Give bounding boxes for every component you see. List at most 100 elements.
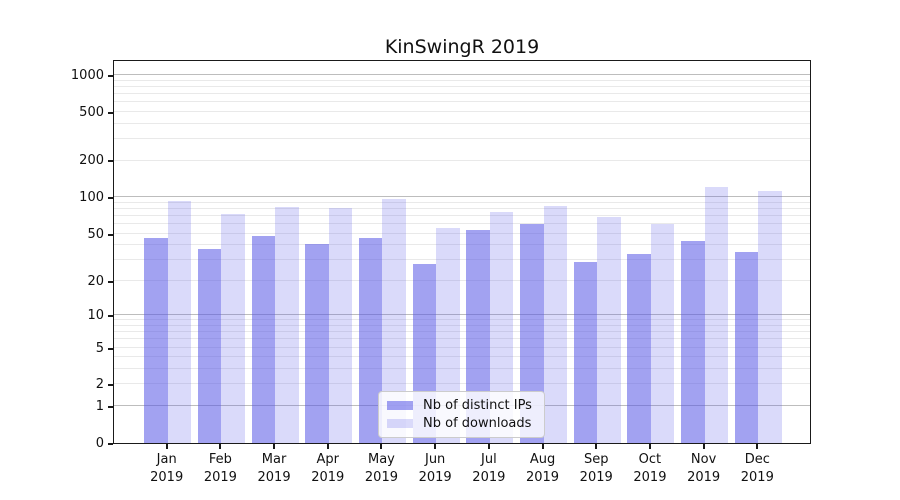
y-tick-label: 0: [95, 436, 104, 451]
y-tick-mark: [108, 443, 113, 445]
chart-title: KinSwingR 2019: [384, 36, 540, 58]
gridline-minor: [114, 338, 810, 340]
y-tick-label: 5: [95, 340, 104, 356]
bar-downloads: [275, 206, 299, 443]
y-tick-label: 10: [87, 308, 104, 324]
y-tick-mark: [108, 384, 113, 387]
y-tick-mark: [108, 315, 113, 318]
y-tick-mark: [108, 406, 113, 409]
gridline-minor: [114, 92, 810, 94]
bar-distinct-ips: [358, 237, 383, 443]
plot-area: [113, 60, 811, 444]
bar-downloads: [543, 205, 568, 443]
gridline-minor: [114, 259, 810, 261]
bar-downloads: [489, 211, 514, 443]
bar-downloads: [328, 207, 353, 443]
x-tick-label: Oct 2019: [633, 452, 667, 485]
x-tick-label: Mar 2019: [257, 452, 291, 485]
gridline-minor: [114, 368, 810, 370]
bar-downloads: [382, 199, 406, 443]
bar-downloads: [221, 213, 245, 443]
y-tick-label: 100: [79, 190, 104, 206]
y-tick-mark: [108, 74, 113, 77]
gridline-major: [114, 314, 810, 316]
x-tick-label: Sep 2019: [579, 452, 613, 485]
x-tick-label: Dec 2019: [740, 452, 774, 485]
x-tick-label: Jul 2019: [472, 452, 506, 485]
legend-swatch-downloads: [387, 419, 413, 429]
gridline-minor: [114, 356, 810, 358]
bar-distinct-ips: [681, 241, 705, 443]
x-tick-label: Jan 2019: [150, 452, 184, 485]
y-tick-mark: [108, 233, 113, 236]
gridline-minor: [114, 346, 810, 348]
x-tick-mark: [541, 444, 544, 449]
y-tick-label: 2: [95, 377, 104, 393]
y-tick-label: 50: [87, 226, 104, 242]
gridline-minor: [114, 159, 810, 161]
bar-distinct-ips: [466, 229, 490, 443]
legend-item-downloads: Nb of downloads: [387, 416, 536, 431]
legend-item-distinct-ips: Nb of distinct IPs: [387, 398, 536, 413]
bar-distinct-ips: [251, 235, 276, 443]
gridline-minor: [114, 85, 810, 87]
gridline-minor: [114, 122, 810, 124]
gridline-minor: [114, 101, 810, 103]
gridline-major: [114, 73, 810, 75]
y-tick-mark: [108, 280, 113, 283]
x-tick-mark: [487, 444, 490, 449]
y-tick-label: 500: [79, 104, 104, 120]
x-tick-mark: [380, 444, 383, 449]
legend-swatch-distinct-ips: [387, 400, 413, 410]
x-tick-label: Nov 2019: [687, 452, 721, 485]
x-tick-mark: [219, 444, 222, 449]
gridline-minor: [114, 324, 810, 326]
gridline-minor: [114, 244, 810, 246]
y-tick-label: 1000: [70, 67, 104, 83]
x-tick-mark: [756, 444, 759, 449]
y-tick-label: 200: [79, 153, 104, 169]
gridline-minor: [114, 79, 810, 81]
gridline-minor: [114, 207, 810, 209]
x-tick-label: Aug 2019: [525, 452, 560, 485]
gridline-minor: [114, 201, 810, 203]
gridline-minor: [114, 232, 810, 234]
y-tick-mark: [108, 197, 113, 200]
gridline-minor: [114, 319, 810, 321]
gridline-minor: [114, 279, 810, 281]
bar-distinct-ips: [520, 224, 544, 443]
bar-distinct-ips: [627, 253, 651, 443]
x-tick-label: Jun 2019: [418, 452, 452, 485]
x-tick-mark: [326, 444, 329, 449]
gridline-major: [114, 196, 810, 198]
bar-downloads: [650, 224, 675, 443]
gridline-minor: [114, 214, 810, 216]
y-tick-label: 1: [95, 399, 104, 415]
bar-distinct-ips: [305, 243, 329, 443]
y-tick-label: 20: [87, 273, 104, 289]
gridline-minor: [114, 223, 810, 225]
legend-label-downloads: Nb of downloads: [423, 416, 532, 432]
bar-downloads: [758, 191, 782, 443]
gridline-minor: [114, 331, 810, 333]
x-tick-label: May 2019: [364, 452, 398, 485]
x-tick-label: Apr 2019: [311, 452, 345, 485]
x-tick-mark: [648, 444, 651, 449]
x-tick-mark: [165, 444, 168, 449]
bar-downloads: [167, 200, 192, 443]
x-tick-mark: [595, 444, 598, 449]
x-tick-label: Feb 2019: [203, 452, 237, 485]
y-tick-mark: [108, 160, 113, 163]
x-tick-mark: [434, 444, 437, 449]
legend-label-distinct-ips: Nb of distinct IPs: [423, 397, 532, 413]
bar-downloads: [597, 217, 621, 443]
y-tick-mark: [108, 111, 113, 114]
bar-distinct-ips: [573, 261, 598, 443]
gridline-minor: [114, 110, 810, 112]
x-tick-mark: [273, 444, 276, 449]
gridline-minor: [114, 137, 810, 139]
gridline-minor: [114, 383, 810, 385]
bar-distinct-ips: [144, 237, 168, 443]
bar-distinct-ips: [734, 252, 759, 443]
